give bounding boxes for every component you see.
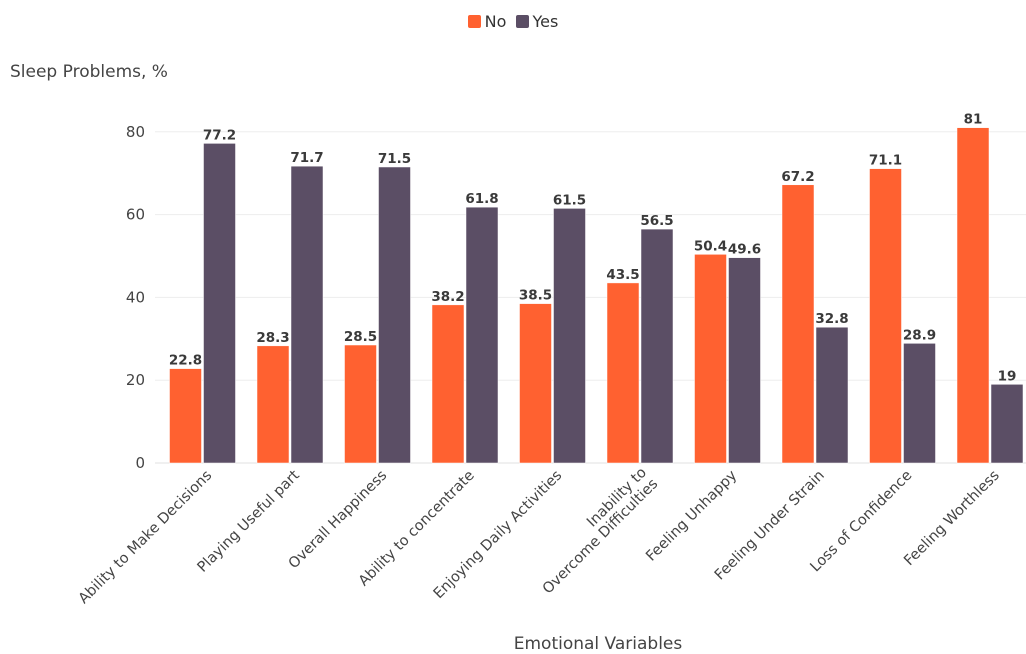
legend-label-yes: Yes — [532, 12, 559, 31]
data-label-no-9: 81 — [964, 112, 983, 128]
legend-item-yes[interactable]: Yes — [515, 12, 559, 31]
x-category-label-line: Loss of Confidence — [807, 467, 915, 575]
data-label-no-0: 22.8 — [169, 353, 202, 369]
x-category-label-9: Feeling Worthless — [901, 468, 1003, 570]
data-label-yes-4: 61.5 — [553, 192, 586, 208]
bar-no-5[interactable] — [606, 282, 640, 464]
bar-yes-7[interactable] — [815, 326, 849, 464]
bar-no-8[interactable] — [869, 168, 902, 464]
y-axis-title: Sleep Problems, % — [10, 62, 168, 82]
bar-no-4[interactable] — [519, 303, 552, 464]
bar-yes-9[interactable] — [990, 384, 1024, 464]
data-label-yes-6: 49.6 — [728, 242, 761, 258]
y-tick-label: 20 — [126, 371, 145, 389]
bar-yes-1[interactable] — [290, 165, 324, 464]
x-category-label-line: Overcome Difficulties — [540, 476, 661, 597]
bar-no-7[interactable] — [781, 184, 815, 464]
data-label-yes-3: 61.8 — [465, 191, 498, 207]
data-label-no-6: 50.4 — [694, 238, 727, 254]
data-label-yes-0: 77.2 — [203, 127, 236, 143]
bar-yes-4[interactable] — [553, 208, 586, 464]
legend-swatch-yes — [515, 15, 529, 28]
bar-no-1[interactable] — [256, 345, 290, 464]
bar-yes-5[interactable] — [640, 228, 674, 464]
data-label-yes-9: 19 — [998, 368, 1017, 384]
data-label-yes-1: 71.7 — [290, 150, 323, 166]
legend-swatch-no — [467, 15, 481, 28]
x-category-label-0: Ability to Make Decisions — [76, 468, 216, 608]
y-axis-ticks: 0 20 40 60 80 — [126, 123, 145, 472]
data-label-no-5: 43.5 — [606, 267, 639, 283]
bars — [169, 127, 1024, 464]
bar-yes-8[interactable] — [903, 343, 936, 464]
y-tick-label: 60 — [126, 206, 145, 224]
data-label-no-4: 38.5 — [519, 288, 552, 304]
legend-label-no: No — [484, 12, 507, 31]
bar-yes-6[interactable] — [728, 257, 761, 464]
data-label-yes-5: 56.5 — [640, 213, 673, 229]
data-label-no-7: 67.2 — [781, 169, 814, 185]
bar-yes-0[interactable] — [203, 143, 236, 464]
bar-yes-2[interactable] — [378, 166, 411, 464]
bar-yes-3[interactable] — [465, 206, 499, 464]
data-label-yes-2: 71.5 — [378, 151, 411, 167]
y-tick-label: 40 — [126, 288, 145, 306]
x-category-label-6: Feeling Unhappy — [643, 467, 740, 564]
x-category-label-line: Feeling Worthless — [901, 468, 1003, 570]
data-label-no-8: 71.1 — [869, 153, 902, 169]
x-category-label-line: Ability to Make Decisions — [76, 468, 216, 608]
x-category-label-2: Overall Happiness — [286, 468, 391, 573]
data-labels: 22.8 77.2 28.3 71.7 28.5 71.5 38.2 61.8 38.5 61.5… — [169, 112, 1017, 385]
bar-no-6[interactable] — [694, 254, 727, 464]
y-tick-label: 0 — [135, 454, 145, 472]
x-axis-title: Emotional Variables — [513, 634, 683, 654]
data-label-yes-7: 32.8 — [815, 311, 848, 327]
bar-no-9[interactable] — [956, 127, 990, 464]
data-label-no-3: 38.2 — [431, 289, 464, 305]
y-tick-label: 80 — [126, 123, 145, 141]
x-category-label-8: Loss of Confidence — [807, 467, 915, 575]
x-category-label-line: Overall Happiness — [286, 468, 391, 573]
data-label-no-1: 28.3 — [256, 330, 289, 346]
x-category-label-line: Feeling Unhappy — [643, 467, 740, 564]
bar-no-2[interactable] — [344, 344, 377, 464]
legend-item-no[interactable]: No — [467, 12, 507, 31]
bar-no-0[interactable] — [169, 368, 202, 464]
bar-no-3[interactable] — [431, 304, 465, 464]
data-label-yes-8: 28.9 — [903, 327, 936, 343]
legend: No Yes — [0, 12, 1026, 32]
data-label-no-2: 28.5 — [344, 329, 377, 345]
